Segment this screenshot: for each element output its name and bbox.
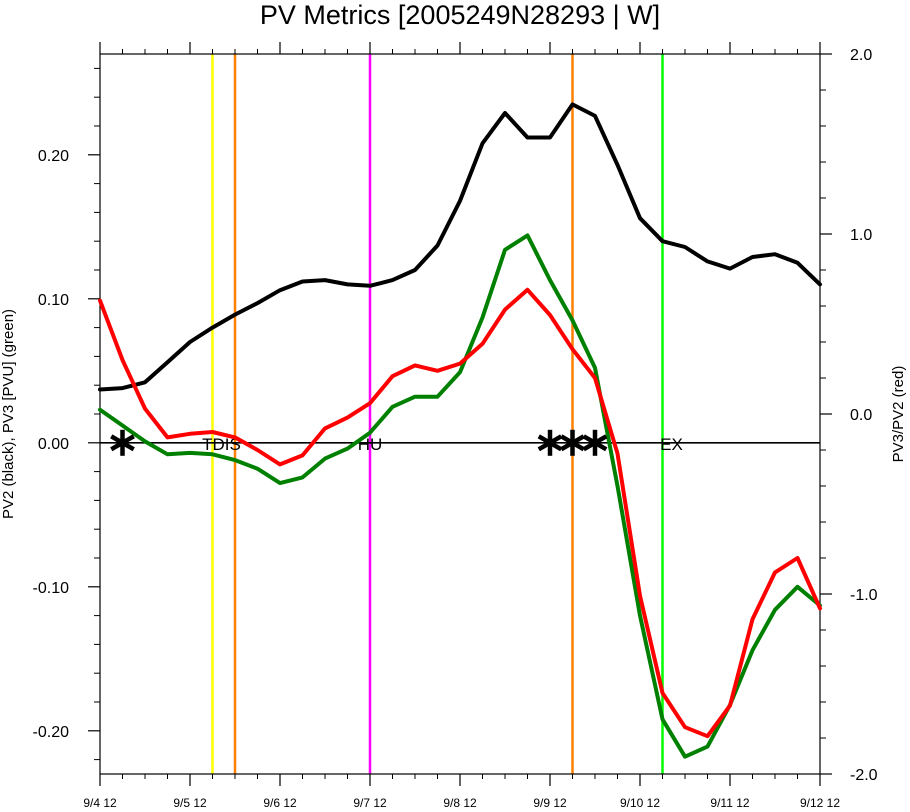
star-marker (537, 429, 563, 456)
x-tick-label: 9/8 12 (443, 796, 477, 810)
x-tick-label: 9/5 12 (173, 796, 207, 810)
series-line-2 (98, 287, 822, 739)
y-right-tick-label: 2.0 (850, 47, 872, 64)
y-right-tick-label: 1.0 (850, 227, 872, 244)
x-tick-label: 9/9 12 (533, 796, 567, 810)
series-line-0 (98, 102, 822, 392)
x-tick-label: 9/4 12 (83, 796, 117, 810)
plot-frame (99, 53, 821, 775)
x-tick-label: 9/6 12 (263, 796, 297, 810)
x-tick-label: 9/10 12 (620, 796, 660, 810)
y-left-tick-label: -0.20 (33, 724, 70, 741)
y-left-tick-label: 0.10 (38, 292, 69, 309)
star-marker-stroke (582, 434, 608, 452)
chart-title: PV Metrics [2005249N28293 | W] (260, 0, 660, 30)
y-left-tick-label: 0.00 (38, 436, 69, 453)
series-line-1 (98, 233, 822, 759)
star-marker (110, 429, 135, 456)
annotation-label: HU (358, 435, 383, 454)
star-marker-stroke (110, 434, 135, 452)
y-right-tick-label: -1.0 (850, 587, 878, 604)
y-right-tick-label: 0.0 (850, 407, 872, 424)
star-marker-stroke (560, 434, 585, 452)
star-marker (560, 429, 585, 456)
y-left-tick-label: 0.20 (38, 148, 69, 165)
annotation-label: TDIS (202, 435, 241, 454)
y-right-tick-label: -2.0 (850, 767, 878, 784)
y-axis-right-label: PV3/PV2 (red) (890, 366, 907, 463)
star-marker (582, 429, 608, 456)
y-left-tick-label: -0.10 (33, 580, 70, 597)
annotation-label: EX (660, 435, 683, 454)
x-tick-label: 9/11 12 (710, 796, 749, 810)
star-marker-stroke (537, 434, 563, 452)
y-axis-left-label: PV2 (black), PV3 [PVU] (green) (0, 309, 17, 519)
x-tick-label: 9/7 12 (353, 796, 387, 810)
x-tick-label: 9/12 12 (800, 796, 840, 810)
